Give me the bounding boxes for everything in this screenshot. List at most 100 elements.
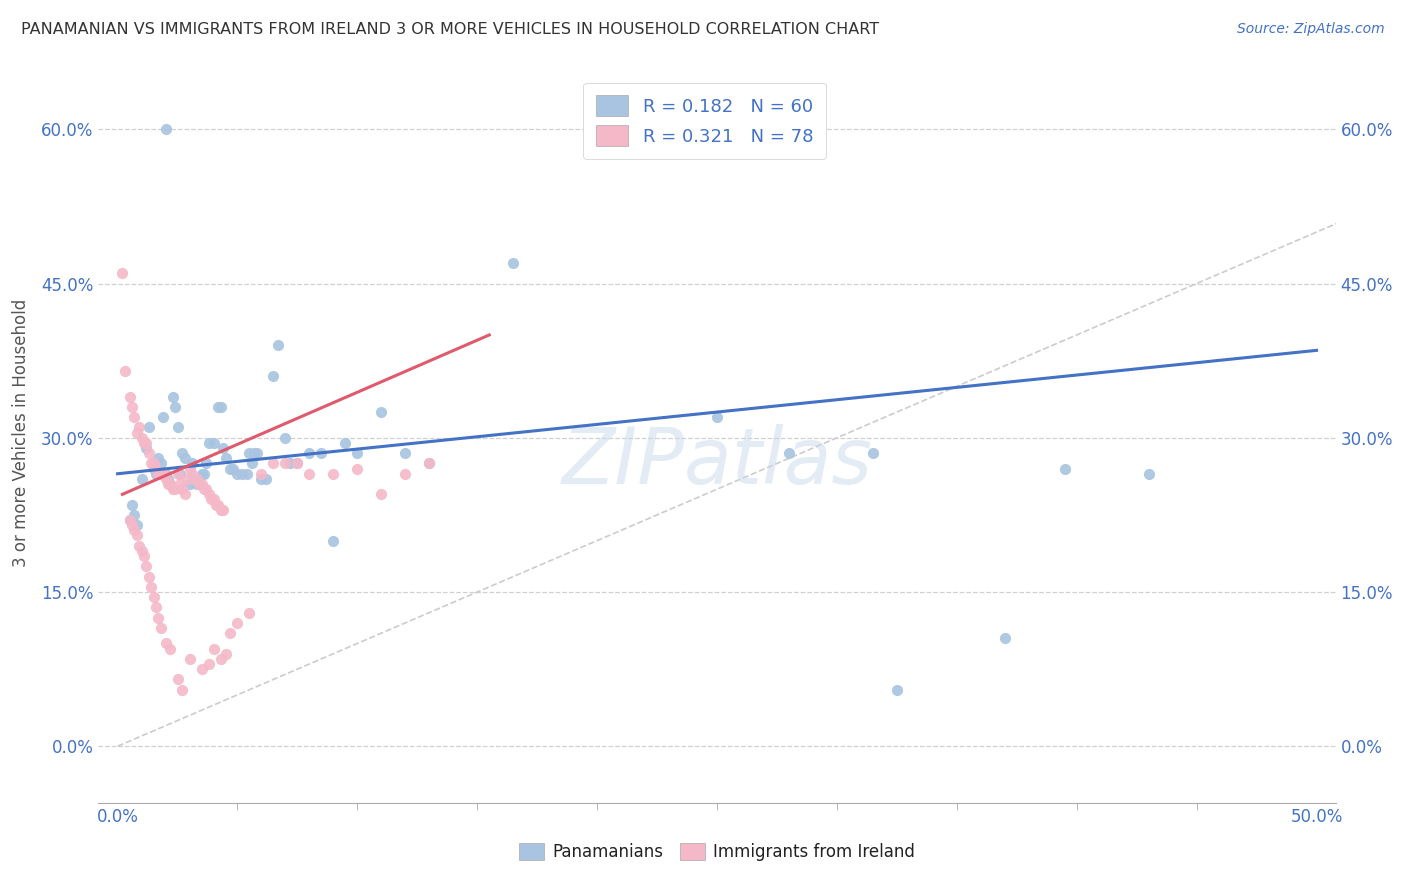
Point [202, 492, 225, 507]
Point [166, 673, 188, 687]
Point [219, 461, 242, 475]
Point [118, 390, 141, 404]
Point [188, 477, 211, 491]
Point [1137, 467, 1160, 481]
Point [186, 477, 208, 491]
Point [179, 461, 201, 475]
Point [862, 446, 884, 460]
Point [209, 502, 232, 516]
Point [706, 410, 728, 425]
Point [141, 457, 163, 471]
Point [240, 457, 263, 471]
Point [207, 400, 229, 414]
Point [172, 482, 194, 496]
Point [155, 472, 177, 486]
Point [132, 436, 155, 450]
Point [226, 467, 249, 481]
Point [148, 467, 170, 481]
Legend: Panamanians, Immigrants from Ireland: Panamanians, Immigrants from Ireland [519, 843, 915, 861]
Point [394, 446, 416, 460]
Point [169, 467, 191, 481]
Point [214, 451, 236, 466]
Point [238, 446, 260, 460]
Point [994, 632, 1017, 646]
Point [165, 482, 187, 496]
Point [238, 606, 260, 620]
Point [131, 472, 153, 486]
Point [148, 611, 170, 625]
Text: PANAMANIAN VS IMMIGRANTS FROM IRELAND 3 OR MORE VEHICLES IN HOUSEHOLD CORRELATIO: PANAMANIAN VS IMMIGRANTS FROM IRELAND 3 … [21, 22, 879, 37]
Point [231, 467, 253, 481]
Point [145, 600, 167, 615]
Point [195, 482, 218, 496]
Point [135, 441, 157, 455]
Point [173, 487, 195, 501]
Point [212, 441, 235, 455]
Point [166, 420, 188, 434]
Point [195, 457, 218, 471]
Point [254, 472, 277, 486]
Point [287, 457, 309, 471]
Point [209, 400, 232, 414]
Point [190, 477, 212, 491]
Point [121, 400, 143, 414]
Point [138, 446, 160, 460]
Point [197, 487, 219, 501]
Point [131, 431, 153, 445]
Point [298, 446, 321, 460]
Point [207, 498, 229, 512]
Point [155, 122, 177, 136]
Point [250, 472, 273, 486]
Point [125, 425, 148, 440]
Point [197, 657, 219, 671]
Point [267, 338, 290, 352]
Point [209, 652, 232, 666]
Point [124, 410, 146, 425]
Point [131, 544, 153, 558]
Point [212, 502, 235, 516]
Point [125, 518, 148, 533]
Point [335, 436, 357, 450]
Point [183, 472, 205, 486]
Point [202, 436, 225, 450]
Point [394, 467, 416, 481]
Point [142, 461, 165, 475]
Point [121, 518, 143, 533]
Point [132, 549, 155, 563]
Point [200, 492, 222, 507]
Point [346, 446, 368, 460]
Point [165, 400, 187, 414]
Point [202, 641, 225, 656]
Point [148, 451, 170, 466]
Point [121, 498, 143, 512]
Point [128, 539, 150, 553]
Point [214, 647, 236, 661]
Point [183, 472, 205, 486]
Point [190, 467, 212, 481]
Point [138, 420, 160, 434]
Point [311, 446, 333, 460]
Point [418, 457, 440, 471]
Point [124, 508, 146, 522]
Point [502, 256, 524, 270]
Point [222, 461, 245, 475]
Point [138, 569, 160, 583]
Point [181, 457, 204, 471]
Point [186, 472, 208, 486]
Point [128, 420, 150, 434]
Point [346, 461, 368, 475]
Point [193, 467, 215, 481]
Point [219, 626, 242, 640]
Point [262, 369, 284, 384]
Point [262, 457, 284, 471]
Point [156, 477, 179, 491]
Point [159, 477, 181, 491]
Point [179, 652, 201, 666]
Point [886, 682, 908, 697]
Point [152, 467, 174, 481]
Point [193, 482, 215, 496]
Point [370, 487, 392, 501]
Point [190, 662, 212, 676]
Text: Source: ZipAtlas.com: Source: ZipAtlas.com [1237, 22, 1385, 37]
Point [274, 431, 297, 445]
